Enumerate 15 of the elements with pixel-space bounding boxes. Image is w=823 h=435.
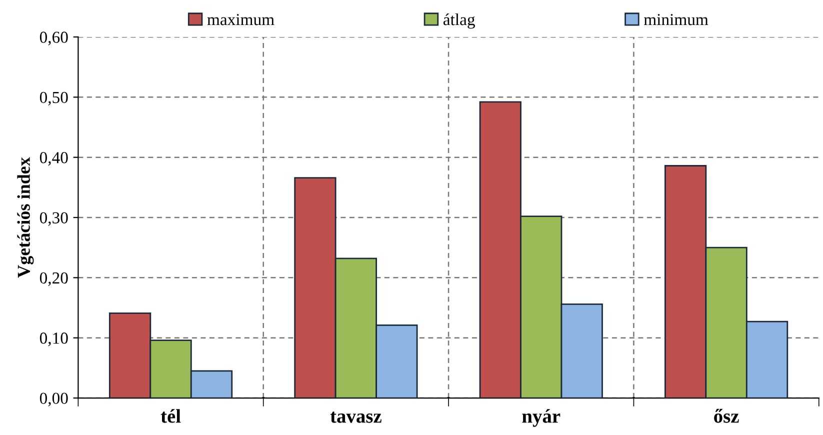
legend-label: átlag	[443, 13, 475, 29]
x-tick-label: tavasz	[330, 412, 382, 423]
legend-label: maximum	[207, 14, 274, 26]
y-tick-label: 0,10	[40, 332, 68, 346]
x-tick-label: ősz	[714, 408, 739, 423]
y-tick-label: 0,30	[40, 212, 68, 226]
y-tick-label: 0,50	[40, 92, 68, 106]
y-tick-label: 0,20	[40, 272, 68, 286]
y-tick-label: 0,60	[40, 32, 68, 46]
y-axis-title: Vgetációs index	[17, 157, 34, 278]
legend-label: minimum	[644, 14, 708, 26]
x-tick-label: tél	[160, 409, 181, 423]
y-tick-label: 0,00	[40, 392, 68, 406]
y-tick-label: 0,40	[40, 152, 68, 166]
x-tick-label: nyár	[522, 409, 560, 427]
